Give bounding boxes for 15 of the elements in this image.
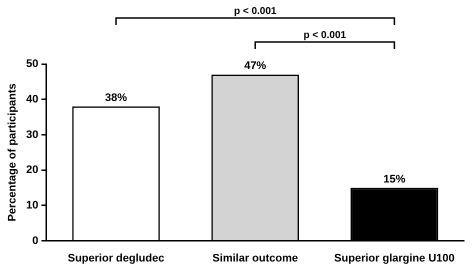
x-tick-label: Superior glargine U100 — [334, 252, 455, 264]
data-label: 38% — [105, 92, 128, 104]
text: p < 0.001 — [304, 30, 347, 41]
text: p < 0.001 — [234, 6, 277, 17]
y-tick-label: 10 — [26, 199, 38, 212]
y-tick-label: 0 — [32, 234, 38, 247]
y-tick-label: 40 — [26, 93, 38, 106]
y-tick-label: 50 — [26, 58, 38, 70]
data-label: 15% — [383, 173, 406, 186]
y-axis-title: Percentage of participants — [6, 83, 19, 222]
x-tick-label: Similar outcome — [212, 252, 298, 264]
y-tick-label: 20 — [26, 164, 38, 176]
y-tick-label: 30 — [26, 128, 38, 141]
data-label: 47% — [244, 60, 266, 72]
x-tick-label: Superior degludec — [68, 252, 164, 264]
